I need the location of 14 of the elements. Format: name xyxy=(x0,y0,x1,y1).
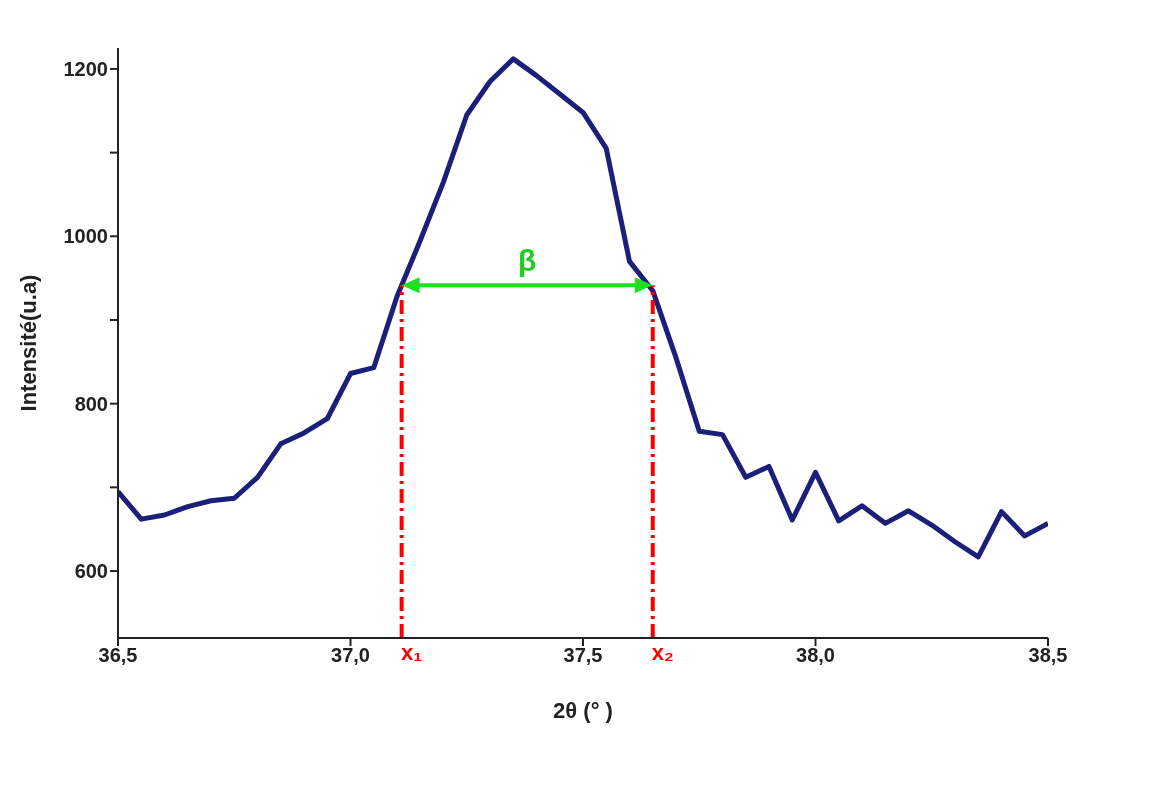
x-tick-label: 37,5 xyxy=(563,644,603,667)
y-tick-label: 800 xyxy=(74,392,108,415)
annotation: β xyxy=(518,244,537,278)
x-axis-title: 2θ (° ) xyxy=(553,698,613,723)
y-tick-label: 600 xyxy=(74,560,108,583)
ref-line-label: x₂ xyxy=(651,640,674,665)
ref-line-label: x₁ xyxy=(400,640,423,665)
x-tick-label: 38,0 xyxy=(796,644,835,667)
y-tick-label: 1200 xyxy=(63,58,108,81)
x-tick-label: 36,5 xyxy=(98,644,138,667)
y-axis-title: Intensité(u.a) xyxy=(15,274,41,412)
x-tick-label: 37,0 xyxy=(331,644,370,667)
x-tick-label: 38,5 xyxy=(1028,644,1068,667)
y-tick-label: 1000 xyxy=(63,225,108,248)
